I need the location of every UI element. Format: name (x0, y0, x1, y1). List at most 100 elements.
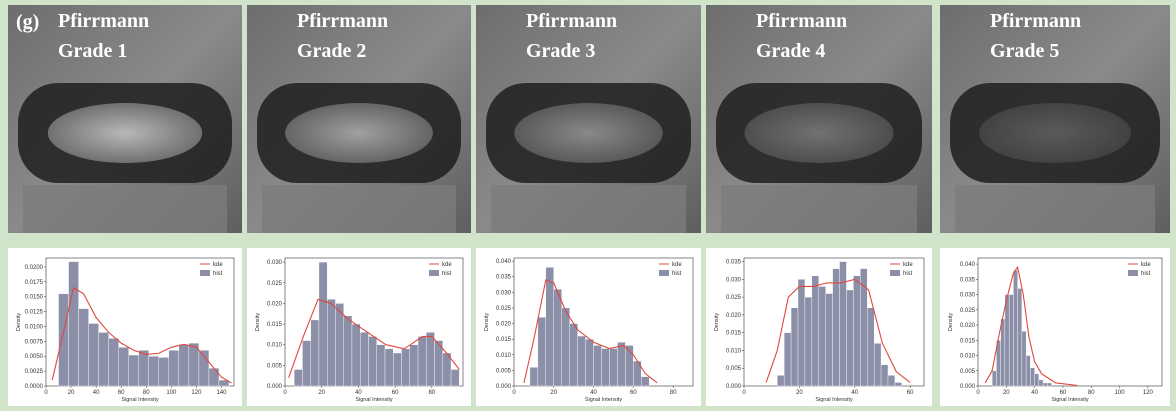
x-tick-label: 20 (68, 390, 75, 396)
y-tick-label: 0.040 (960, 262, 976, 268)
hist-bar (410, 345, 418, 386)
hist-bar (344, 316, 352, 386)
hist-bar (402, 349, 410, 386)
y-tick-label: 0.005 (267, 363, 283, 369)
panel-title: Pfirrmann (58, 10, 149, 32)
x-tick-label: 20 (550, 390, 557, 396)
y-axis-label: Density (16, 313, 22, 332)
legend-label: hist (903, 271, 913, 277)
hist-bar (99, 332, 109, 386)
x-axis-label: Signal Intensity (121, 397, 159, 403)
y-tick-label: 0.035 (726, 260, 742, 266)
x-tick-label: 60 (907, 390, 914, 396)
vertebra-lower (721, 185, 917, 233)
hist-bar (89, 323, 99, 386)
x-tick-label: 20 (318, 390, 325, 396)
hist-bar (109, 338, 119, 386)
hist-bar (393, 353, 401, 386)
legend-label: kde (442, 262, 452, 268)
y-tick-label: 0.025 (960, 308, 976, 314)
y-tick-label: 0.035 (496, 275, 512, 281)
hist-bar (139, 350, 149, 386)
panel-title: Grade 3 (526, 40, 595, 62)
hist-bar (888, 375, 895, 386)
y-tick-label: 0.0025 (25, 369, 44, 375)
hist-bar (791, 308, 798, 386)
y-tick-label: 0.000 (726, 384, 742, 390)
x-tick-label: 60 (392, 390, 399, 396)
legend-swatch (429, 270, 439, 276)
x-axis-label: Signal Intensity (585, 397, 623, 403)
panel-title: Pfirrmann (990, 10, 1081, 32)
x-tick-label: 140 (216, 390, 227, 396)
y-tick-label: 0.010 (960, 354, 976, 360)
legend-label: kde (213, 262, 223, 268)
vertebra-lower (262, 185, 456, 233)
panel-label: (g) (16, 11, 39, 33)
y-tick-label: 0.0075 (25, 339, 44, 345)
disc (514, 103, 663, 163)
hist-bar (1001, 319, 1005, 386)
disc (744, 103, 893, 163)
hist-bar (1039, 380, 1043, 386)
legend-label: kde (672, 262, 682, 268)
hist-bar (169, 350, 179, 386)
hist-bar (777, 375, 784, 386)
hist-bar (179, 344, 189, 386)
x-axis-label: Signal Intensity (1051, 397, 1089, 403)
hist-bar (826, 294, 833, 386)
y-tick-label: 0.025 (726, 295, 742, 301)
y-tick-label: 0.030 (960, 293, 976, 299)
legend-label: hist (213, 271, 223, 277)
panel-title: Pfirrmann (297, 10, 388, 32)
y-tick-label: 0.010 (496, 353, 512, 359)
legend-swatch (1128, 270, 1138, 276)
vertebra-lower (491, 185, 686, 233)
hist-bar (992, 371, 996, 386)
y-tick-label: 0.0125 (25, 310, 44, 316)
hist-bar (1009, 295, 1013, 386)
hist-bar (69, 262, 79, 386)
y-tick-label: 0.020 (960, 323, 976, 329)
hist-bar (1022, 331, 1026, 386)
hist-bar (1005, 295, 1009, 386)
x-tick-label: 60 (1060, 390, 1067, 396)
x-tick-label: 100 (166, 390, 177, 396)
hist-bar (368, 336, 376, 386)
legend-swatch (890, 270, 900, 276)
x-tick-label: 80 (670, 390, 677, 396)
y-tick-label: 0.0050 (25, 354, 44, 360)
hist-bar (784, 333, 791, 386)
x-tick-label: 100 (1115, 390, 1126, 396)
hist-bar (377, 345, 385, 386)
hist-bar (867, 308, 874, 386)
hist-bar (418, 336, 426, 386)
x-tick-label: 120 (1143, 390, 1154, 396)
y-tick-label: 0.030 (726, 277, 742, 283)
y-axis-label: Density (255, 313, 261, 332)
figure: PfirrmannGrade 1PfirrmannGrade 2Pfirrman… (0, 0, 1176, 411)
y-tick-label: 0.035 (960, 277, 976, 283)
y-axis-label: Density (948, 313, 954, 332)
legend-label: kde (903, 262, 913, 268)
y-axis-label: Density (714, 313, 720, 332)
hist-bar (426, 332, 434, 386)
y-tick-label: 0.025 (267, 281, 283, 287)
hist-bar (594, 345, 602, 386)
panel-title: Pfirrmann (756, 10, 847, 32)
x-tick-label: 20 (1003, 390, 1010, 396)
hist-bar (881, 365, 888, 386)
y-tick-label: 0.0100 (25, 324, 44, 330)
hist-bar (812, 276, 819, 386)
hist-bar (385, 349, 393, 386)
disc (285, 103, 433, 163)
hist-bar (874, 343, 881, 386)
hist-bar (1035, 374, 1039, 386)
hist-bar (119, 347, 129, 386)
disc (979, 103, 1131, 163)
x-tick-label: 40 (355, 390, 362, 396)
panel-title: Pfirrmann (526, 10, 617, 32)
hist-bar (189, 343, 199, 386)
x-tick-label: 40 (851, 390, 858, 396)
y-tick-label: 0.0150 (25, 295, 44, 301)
